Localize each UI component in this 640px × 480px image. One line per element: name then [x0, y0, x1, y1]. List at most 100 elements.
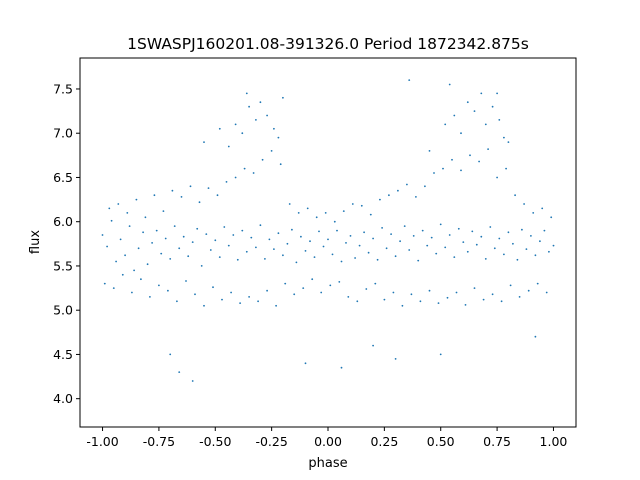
data-point	[214, 239, 217, 242]
data-point	[209, 249, 212, 251]
data-point	[489, 226, 492, 228]
y-axis-ticks: 4.0 4.5 5.0 5.5 6.0 6.5 7.0 7.5	[53, 81, 80, 406]
data-point	[241, 132, 244, 135]
data-point	[385, 247, 388, 250]
data-point	[227, 145, 230, 148]
data-point	[340, 366, 343, 369]
data-point	[444, 246, 447, 249]
data-point	[187, 255, 190, 258]
x-tick-label: -0.50	[199, 434, 231, 449]
data-point	[241, 229, 244, 232]
data-point	[110, 219, 113, 222]
data-point	[369, 213, 372, 216]
data-point	[358, 244, 361, 247]
data-point	[473, 110, 476, 112]
data-point	[277, 232, 280, 235]
data-point	[419, 300, 422, 303]
data-point	[207, 187, 210, 190]
data-point	[406, 183, 408, 186]
data-point	[534, 335, 537, 338]
data-point	[225, 181, 228, 183]
data-point	[349, 235, 352, 237]
data-point	[421, 229, 424, 232]
data-point	[119, 238, 122, 241]
data-point	[493, 247, 496, 250]
data-point	[288, 203, 291, 205]
data-point	[151, 242, 154, 244]
data-point	[108, 207, 111, 210]
data-point	[327, 238, 329, 241]
data-point	[176, 300, 178, 303]
data-point	[345, 242, 347, 244]
data-point	[218, 127, 221, 130]
data-point	[466, 101, 469, 104]
data-point	[158, 284, 160, 287]
data-point	[412, 235, 415, 237]
data-point	[491, 293, 494, 296]
data-point	[315, 216, 318, 219]
data-point	[205, 233, 208, 236]
data-point	[309, 240, 311, 243]
data-point	[512, 242, 514, 245]
data-point	[480, 235, 483, 238]
data-point	[444, 123, 447, 126]
data-point	[534, 254, 537, 257]
data-point	[103, 282, 106, 285]
data-point	[448, 234, 451, 236]
data-point	[543, 229, 546, 232]
data-point	[433, 172, 435, 174]
data-point	[376, 258, 379, 261]
data-point	[203, 141, 205, 144]
data-point	[514, 194, 516, 197]
data-point	[140, 278, 142, 281]
data-point	[347, 296, 350, 298]
data-point	[121, 273, 124, 276]
data-point	[500, 300, 503, 303]
y-tick-label: 6.5	[53, 170, 73, 185]
data-point	[408, 79, 411, 81]
data-point	[295, 261, 298, 264]
data-point	[282, 96, 284, 99]
data-point	[194, 293, 196, 296]
data-point	[372, 344, 374, 347]
data-point	[259, 224, 262, 227]
data-point	[523, 203, 525, 205]
data-point	[451, 158, 453, 161]
data-point	[169, 258, 172, 260]
data-point	[383, 298, 386, 301]
y-tick-label: 5.5	[53, 258, 73, 273]
data-point	[403, 225, 406, 228]
data-point	[469, 154, 471, 157]
data-point	[516, 258, 519, 261]
y-tick-label: 7.0	[53, 126, 73, 141]
data-point	[503, 136, 505, 139]
data-point	[457, 227, 460, 230]
data-point	[329, 284, 332, 287]
data-point	[530, 235, 532, 237]
data-point	[300, 235, 302, 238]
data-point	[200, 265, 203, 267]
data-point	[124, 254, 126, 257]
data-point	[496, 92, 498, 95]
data-point	[234, 123, 237, 126]
data-point	[525, 248, 528, 251]
data-point	[394, 358, 397, 360]
data-point	[342, 210, 345, 213]
data-point	[261, 158, 264, 161]
data-point	[153, 194, 156, 197]
x-tick-label: -1.00	[86, 434, 118, 449]
data-point	[232, 234, 235, 236]
data-point	[379, 198, 381, 201]
y-tick-label: 4.0	[53, 391, 73, 406]
data-point	[491, 105, 494, 108]
data-point	[255, 246, 257, 249]
data-point	[484, 123, 487, 126]
y-tick-label: 5.0	[53, 303, 73, 318]
data-point	[318, 230, 320, 233]
data-point	[448, 83, 451, 86]
data-point	[462, 241, 465, 244]
data-point	[426, 244, 429, 247]
data-point	[356, 300, 359, 303]
data-point	[351, 203, 354, 205]
data-point	[381, 227, 383, 229]
